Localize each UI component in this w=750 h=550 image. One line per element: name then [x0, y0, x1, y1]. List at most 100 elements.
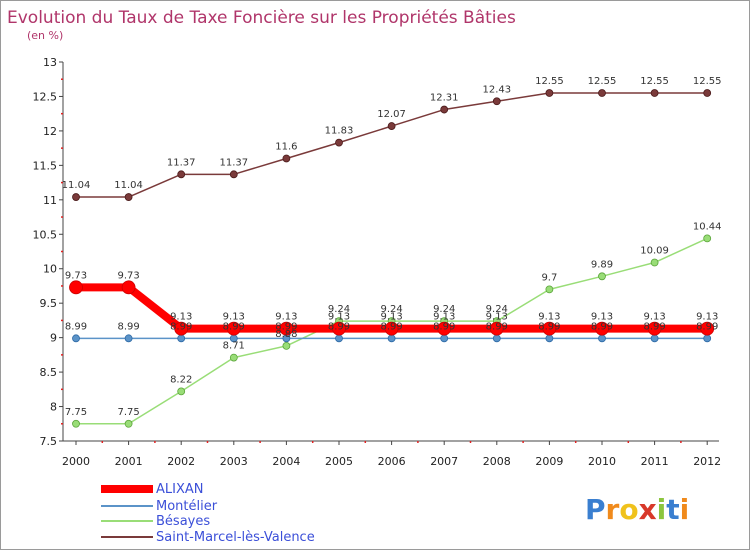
data-point — [545, 89, 554, 97]
data-label: 9.7 — [541, 272, 557, 283]
data-point — [174, 321, 189, 336]
y-tick-label: 11 — [43, 194, 57, 207]
data-label: 10.44 — [693, 221, 722, 232]
x-tick-label: 2001 — [115, 455, 143, 468]
x-tick-label: 2003 — [220, 455, 248, 468]
data-point — [335, 334, 343, 343]
data-label: 9.13 — [486, 312, 508, 323]
logo-letter: P — [585, 493, 606, 526]
x-tick-label: 2005 — [325, 455, 353, 468]
data-label: 7.75 — [65, 407, 87, 418]
data-point — [72, 193, 80, 201]
data-label: 8.99 — [223, 321, 245, 332]
data-point — [650, 89, 659, 97]
data-label: 10.09 — [640, 246, 669, 257]
data-label: 9.13 — [275, 312, 297, 323]
data-label: 11.37 — [167, 157, 196, 168]
x-tick-label: 2007 — [430, 455, 458, 468]
data-point — [387, 122, 396, 130]
data-label: 12.07 — [377, 109, 406, 120]
data-point — [598, 334, 606, 343]
y-tick-label: 13 — [43, 56, 57, 69]
data-point — [332, 321, 346, 336]
data-point — [124, 193, 133, 201]
logo-letter: i — [657, 493, 667, 526]
x-tick-label: 2006 — [378, 455, 406, 468]
logo-letter: t — [666, 493, 679, 526]
data-point — [492, 334, 501, 343]
logo-letter: i — [680, 493, 690, 526]
logo-letter: o — [619, 493, 638, 526]
data-point — [124, 419, 133, 428]
data-label: 9.24 — [486, 304, 508, 315]
data-label: 12.31 — [430, 93, 459, 104]
data-label: 9.24 — [380, 304, 402, 315]
y-tick-label: 12 — [43, 125, 57, 138]
data-point — [598, 272, 606, 281]
x-tick-label: 2011 — [641, 455, 669, 468]
data-point — [384, 321, 399, 336]
chart-title: Evolution du Taux de Taxe Foncière sur l… — [7, 8, 516, 28]
data-label: 9.13 — [696, 312, 718, 323]
data-label: 11.83 — [325, 126, 354, 137]
legend-label-2: Bésayes — [156, 514, 210, 529]
data-point — [121, 280, 136, 295]
x-tick-label: 2010 — [588, 455, 616, 468]
data-point — [440, 105, 449, 114]
data-label: 9.13 — [223, 312, 245, 323]
data-point — [226, 321, 241, 336]
data-point — [282, 342, 291, 350]
data-label: 12.43 — [482, 84, 511, 95]
data-point — [282, 154, 291, 163]
data-label: 9.13 — [170, 312, 192, 323]
x-tick-label: 2009 — [535, 455, 563, 468]
data-label: 11.04 — [62, 180, 91, 191]
proxiti-logo: Proxiti — [585, 493, 689, 526]
data-label: 9.24 — [433, 304, 455, 315]
data-label: 9.13 — [380, 312, 402, 323]
y-tick-label: 9 — [50, 332, 57, 345]
series-layer — [69, 89, 715, 428]
data-label: 9.73 — [117, 270, 139, 281]
data-point — [595, 321, 609, 336]
data-point — [229, 353, 238, 362]
data-point — [700, 321, 715, 336]
data-label: 12.55 — [693, 76, 722, 87]
legend-label-3: Saint-Marcel-lès-Valence — [156, 530, 315, 545]
data-point — [279, 321, 294, 336]
data-label: 8.22 — [170, 374, 192, 385]
data-point — [545, 334, 554, 343]
data-point — [335, 138, 343, 147]
legend: ALIXAN MontélierBésayesSaint-Marcel-lès-V… — [101, 482, 315, 545]
data-label: 8.99 — [117, 321, 139, 332]
data-point — [545, 285, 554, 294]
data-point — [437, 321, 452, 336]
data-label: 8.99 — [328, 321, 350, 332]
data-label: 8.99 — [591, 321, 613, 332]
data-point — [542, 321, 557, 336]
data-point — [177, 170, 186, 179]
data-point — [489, 321, 504, 336]
x-tick-label: 2000 — [62, 455, 90, 468]
data-label: 9.89 — [591, 259, 613, 270]
data-label: 8.99 — [538, 321, 560, 332]
data-label: 9.13 — [328, 312, 350, 323]
data-label: 8.99 — [486, 321, 508, 332]
data-label: 8.99 — [696, 321, 718, 332]
data-label: 12.55 — [588, 76, 617, 87]
x-tick-label: 2012 — [693, 455, 721, 468]
y-tick-label: 7.5 — [40, 435, 58, 448]
data-label: 9.24 — [328, 304, 350, 315]
y-tick-label: 8 — [50, 401, 57, 414]
data-point — [703, 89, 712, 97]
data-label: 9.13 — [643, 312, 665, 323]
y-tick-label: 9.5 — [40, 297, 58, 310]
data-point — [177, 334, 186, 343]
data-label: 8.99 — [275, 321, 297, 332]
y-tick-label: 11.5 — [33, 159, 58, 172]
y-tick-label: 10 — [43, 263, 57, 276]
data-label: 9.13 — [538, 312, 560, 323]
data-point — [703, 234, 712, 243]
data-point — [650, 334, 659, 343]
